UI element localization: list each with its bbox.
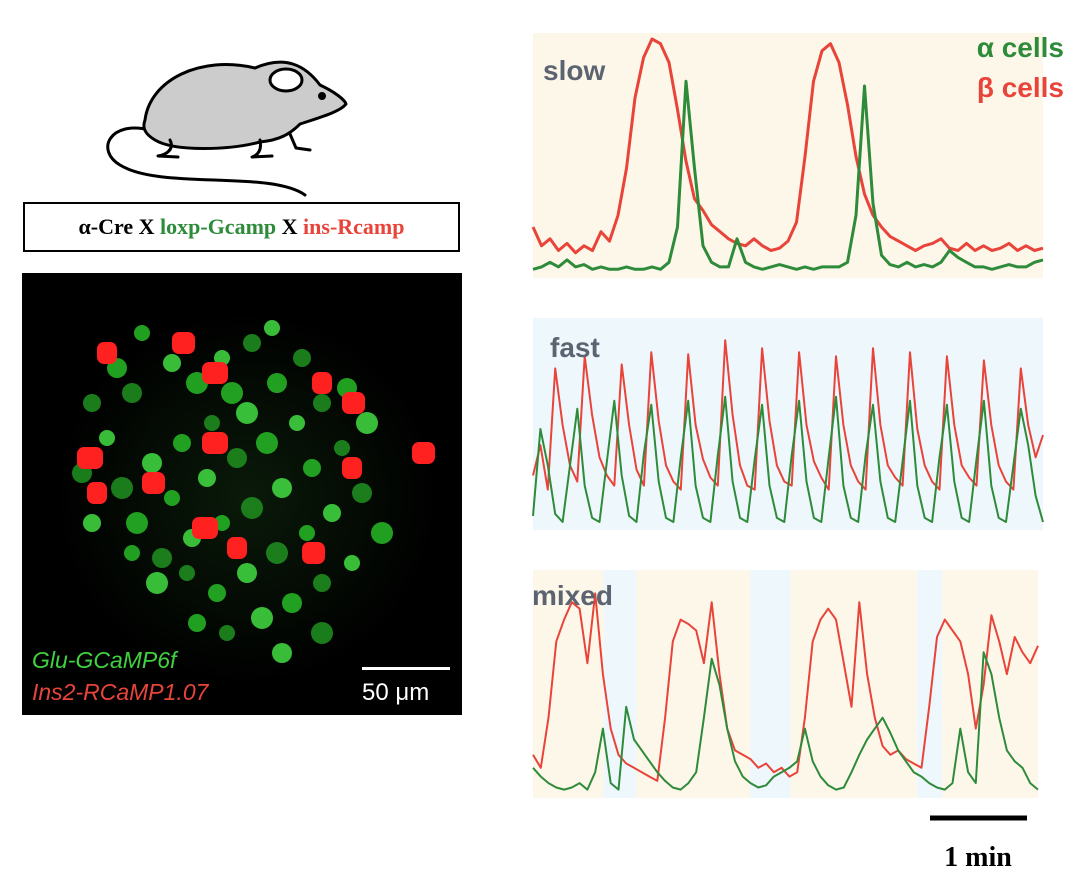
- alpha-cell: [313, 574, 331, 592]
- mouse-ear: [268, 67, 304, 93]
- alpha-cell: [142, 453, 162, 473]
- alpha-cell: [313, 394, 331, 412]
- genotype-ins-rcamp: ins-Rcamp: [303, 214, 405, 239]
- beta-cell: [302, 542, 325, 564]
- alpha-cell: [208, 584, 226, 602]
- mouse-body: [142, 60, 348, 150]
- micrograph-scale-bar: [362, 667, 450, 670]
- label-glu-gcamp: Glu-GCaMP6f: [32, 647, 177, 673]
- alpha-cell: [272, 643, 292, 663]
- alpha-cell: [221, 382, 243, 404]
- islet-micrograph: Glu-GCaMP6f Ins2-RCaMP1.07 50 μm: [22, 273, 462, 715]
- alpha-cell: [289, 415, 305, 431]
- alpha-cell: [256, 432, 278, 454]
- alpha-cell: [126, 512, 148, 534]
- beta-cell: [142, 472, 165, 494]
- beta-cell: [312, 372, 332, 394]
- alpha-cell: [266, 542, 288, 564]
- cell-group: [72, 320, 435, 663]
- alpha-cell: [124, 545, 140, 561]
- alpha-cell: [173, 434, 191, 452]
- alpha-cell: [146, 572, 168, 594]
- alpha-cell: [188, 614, 206, 632]
- beta-cell: [202, 432, 228, 454]
- mouse-eye: [318, 92, 326, 100]
- beta-cell: [192, 517, 218, 539]
- alpha-cell: [356, 412, 378, 434]
- alpha-cell: [152, 548, 172, 568]
- alpha-cell: [236, 402, 258, 424]
- alpha-cell: [371, 522, 393, 544]
- mouse-hind-leg: [156, 138, 180, 159]
- alpha-cell: [198, 469, 216, 487]
- alpha-cell: [311, 622, 333, 644]
- alpha-cell: [99, 430, 115, 446]
- mouse-front-paw: [288, 132, 312, 152]
- beta-cell: [87, 482, 107, 504]
- alpha-cell: [179, 565, 195, 581]
- alpha-cell: [251, 607, 273, 629]
- alpha-cell: [83, 394, 101, 412]
- alpha-cell: [303, 459, 321, 477]
- mouse-tail: [106, 126, 307, 197]
- alpha-cell: [272, 478, 292, 498]
- genotype-alpha-cre: α-Cre: [78, 214, 134, 239]
- alpha-cell: [241, 497, 263, 519]
- label-ins-rcamp: Ins2-RCaMP1.07: [32, 679, 209, 705]
- beta-cell: [227, 537, 247, 559]
- alpha-cell: [352, 483, 372, 503]
- beta-cell: [342, 457, 362, 479]
- alpha-cell: [237, 563, 257, 583]
- alpha-cell: [122, 383, 142, 403]
- beta-cell: [77, 447, 103, 469]
- beta-cell: [202, 362, 228, 384]
- alpha-cell: [267, 373, 287, 393]
- alpha-cell: [227, 448, 247, 468]
- genotype-cross-2: X: [281, 214, 298, 239]
- alpha-cell: [111, 477, 133, 499]
- alpha-cell: [344, 555, 360, 571]
- genotype-cross-1: X: [138, 214, 155, 239]
- genotype-label-box: α-Cre X loxp-Gcamp X ins-Rcamp: [23, 202, 460, 252]
- mouse-illustration: [106, 60, 348, 197]
- alpha-cell: [204, 415, 220, 431]
- genotype-loxp-gcamp: loxp-Gcamp: [160, 214, 277, 239]
- alpha-cell: [299, 525, 315, 541]
- beta-cell: [172, 332, 195, 354]
- beta-cell: [342, 392, 365, 414]
- micrograph-scale-label: 50 μm: [362, 679, 430, 706]
- alpha-cell: [293, 349, 311, 367]
- beta-cell: [97, 342, 117, 364]
- alpha-cell: [83, 514, 101, 532]
- alpha-cell: [264, 320, 280, 336]
- alpha-cell: [219, 625, 235, 641]
- mouse-front-leg: [250, 138, 274, 159]
- alpha-cell: [163, 354, 181, 372]
- beta-cell: [412, 442, 435, 464]
- alpha-cell: [164, 490, 180, 506]
- alpha-cell: [334, 440, 350, 456]
- alpha-cell: [134, 325, 150, 341]
- alpha-cell: [282, 593, 302, 613]
- alpha-cell: [243, 334, 261, 352]
- alpha-cell: [323, 504, 341, 522]
